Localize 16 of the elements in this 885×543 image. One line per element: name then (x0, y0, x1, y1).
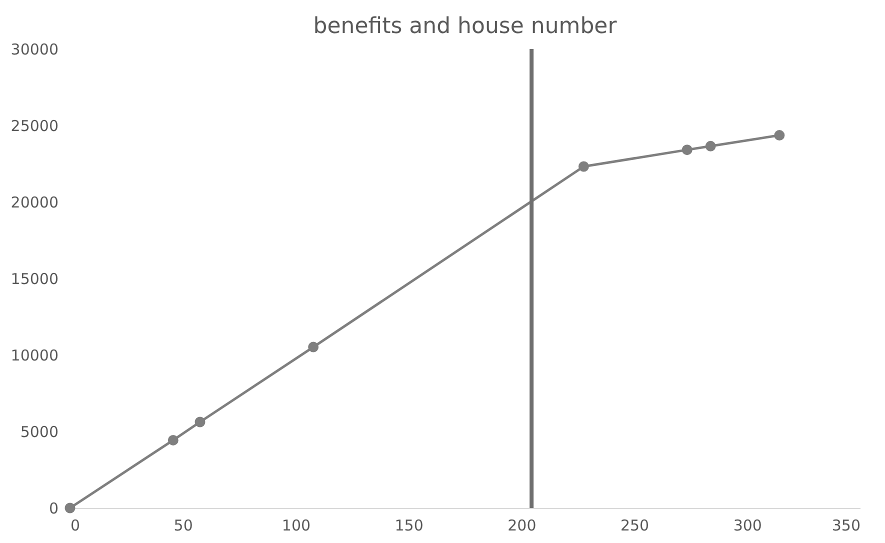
y-tick-label: 10000 (10, 346, 58, 364)
y-tick-label: 25000 (10, 117, 58, 135)
y-tick-label: 5000 (20, 423, 58, 441)
y-tick-label: 15000 (10, 270, 58, 288)
x-tick-label: 250 (620, 516, 650, 534)
x-tick-label: 350 (832, 516, 860, 534)
chart-title: benefits and house number (313, 14, 618, 39)
y-tick-label: 20000 (10, 194, 58, 212)
x-tick-label: 100 (282, 516, 311, 534)
x-tick-label: 50 (174, 516, 193, 534)
y-tick-label: 30000 (10, 40, 58, 58)
y-tick-label: 0 (48, 500, 58, 518)
x-tick-label: 200 (508, 516, 536, 534)
x-tick-label: 0 (70, 516, 80, 534)
x-tick-label: 300 (733, 516, 762, 534)
x-tick-label: 150 (394, 516, 424, 534)
